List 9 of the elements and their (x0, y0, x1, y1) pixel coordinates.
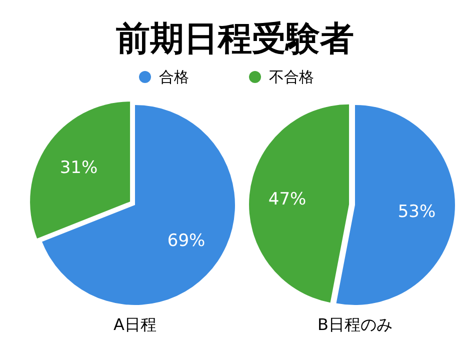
data-label: 53% (398, 202, 436, 222)
text: A日程 (114, 315, 156, 334)
data-label: 31% (60, 158, 98, 178)
chart-title: 前期日程受験者 (116, 19, 354, 59)
text: B日程のみ (318, 315, 392, 334)
legend-label: 不合格 (269, 68, 314, 86)
legend-label: 合格 (159, 68, 189, 86)
data-label: 47% (268, 190, 306, 210)
data-label: 69% (167, 230, 206, 251)
